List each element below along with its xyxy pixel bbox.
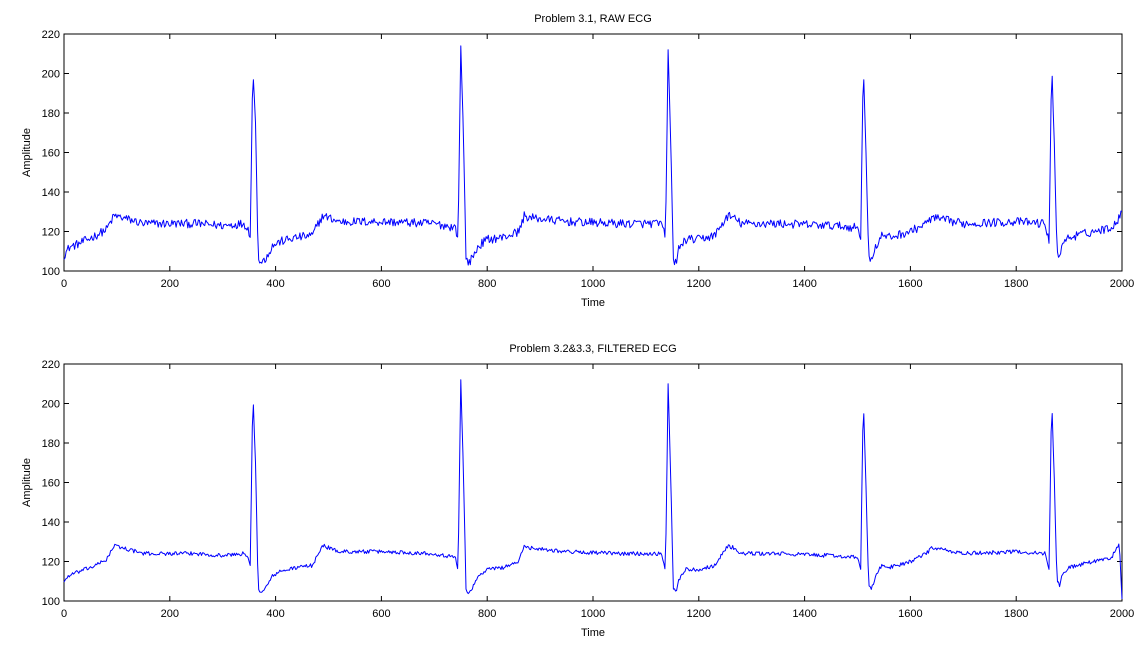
filtered-ecg-chart: 0 200 400 600 800 1000 1200 1400 1600 1800 2000 100… (21, 343, 1134, 639)
filtered-ecg-series (63, 379, 1123, 600)
raw-ecg-x-tick-label: 1200 (687, 278, 711, 290)
raw-ecg-x-tick-label: 1400 (792, 278, 816, 290)
raw-ecg-y-tick-label: 120 (42, 227, 60, 239)
filtered-ecg-x-tick-label: 2000 (1110, 608, 1134, 620)
raw-ecg-y-tick-label: 200 (42, 69, 60, 81)
filtered-ecg-x-tick-label: 200 (161, 608, 179, 620)
filtered-ecg-x-tick-label: 400 (266, 608, 284, 620)
filtered-ecg-x-tick-label: 1400 (792, 608, 816, 620)
filtered-ecg-y-axis-label: Amplitude (21, 458, 33, 507)
raw-ecg-x-tick-label: 1600 (898, 278, 922, 290)
filtered-ecg-y-tick-label: 220 (42, 359, 60, 371)
filtered-ecg-x-tick-label: 1800 (1004, 608, 1028, 620)
filtered-ecg-x-tick-label: 800 (478, 608, 496, 620)
raw-ecg-x-tick-label: 400 (266, 278, 284, 290)
raw-ecg-x-tick-label: 800 (478, 278, 496, 290)
raw-ecg-y-tick-label: 140 (42, 187, 60, 199)
raw-ecg-x-tick-label: 600 (372, 278, 390, 290)
filtered-ecg-y-tick-label: 120 (42, 557, 60, 569)
filtered-ecg-x-axis-label: Time (581, 627, 605, 639)
raw-ecg-x-tick-label: 1000 (581, 278, 605, 290)
raw-ecg-y-axis-label: Amplitude (21, 128, 33, 177)
filtered-ecg-plot-area (63, 363, 1123, 602)
filtered-ecg-y-tick-label: 160 (42, 478, 60, 490)
filtered-ecg-y-tick-label: 100 (42, 596, 60, 608)
raw-ecg-x-tick-label: 0 (61, 278, 67, 290)
filtered-ecg-trace-line (63, 379, 1123, 600)
raw-ecg-x-tick-label: 1800 (1004, 278, 1028, 290)
raw-ecg-x-tick-label: 2000 (1110, 278, 1134, 290)
raw-ecg-series (63, 45, 1123, 266)
raw-ecg-y-tick-label: 100 (42, 266, 60, 278)
raw-ecg-trace-line (63, 45, 1123, 266)
filtered-ecg-x-tick-label: 1600 (898, 608, 922, 620)
raw-ecg-plot-area (63, 33, 1123, 272)
raw-ecg-chart: 0 200 400 600 800 1000 1200 1400 1600 1800 2000 100… (21, 13, 1134, 309)
filtered-ecg-x-tick-label: 600 (372, 608, 390, 620)
filtered-ecg-x-tick-label: 1200 (687, 608, 711, 620)
raw-ecg-y-tick-label: 220 (42, 29, 60, 41)
filtered-ecg-ticks: 0 200 400 600 800 1000 1200 1400 1600 1800 2000 100… (42, 359, 1135, 620)
raw-ecg-y-tick-label: 180 (42, 108, 60, 120)
raw-ecg-x-axis-label: Time (581, 297, 605, 309)
raw-ecg-x-tick-label: 200 (161, 278, 179, 290)
filtered-ecg-y-tick-label: 200 (42, 399, 60, 411)
raw-ecg-title: Problem 3.1, RAW ECG (534, 13, 652, 25)
raw-ecg-ticks: 0 200 400 600 800 1000 1200 1400 1600 1800 2000 100… (42, 29, 1135, 290)
filtered-ecg-y-tick-label: 180 (42, 438, 60, 450)
filtered-ecg-x-tick-label: 1000 (581, 608, 605, 620)
filtered-ecg-x-tick-label: 0 (61, 608, 67, 620)
filtered-ecg-y-tick-label: 140 (42, 517, 60, 529)
raw-ecg-y-tick-label: 160 (42, 148, 60, 160)
filtered-ecg-title: Problem 3.2&3.3, FILTERED ECG (509, 343, 676, 355)
